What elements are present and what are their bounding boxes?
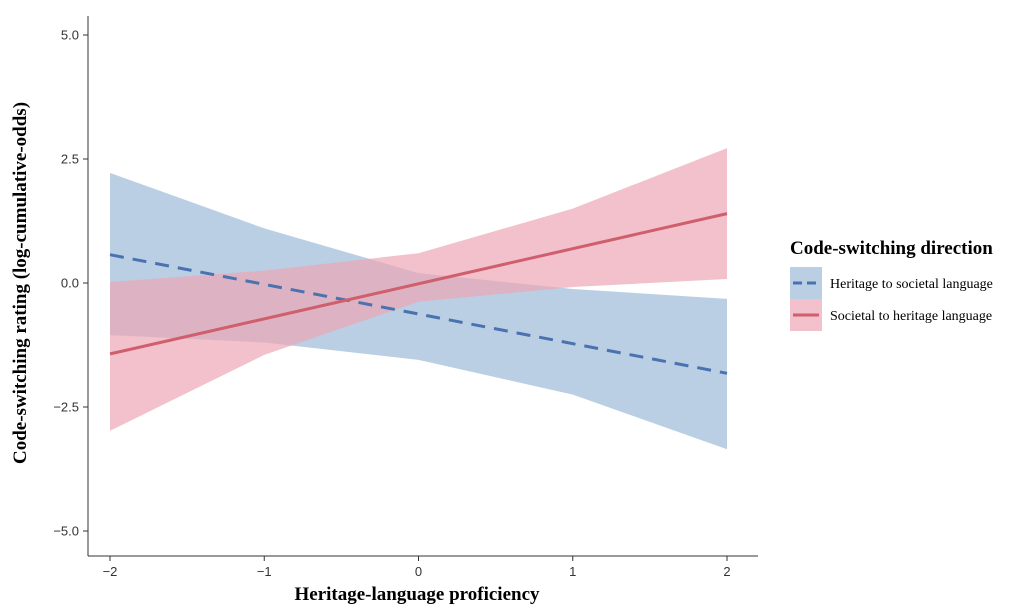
confidence-ribbons xyxy=(110,148,727,450)
legend-label: Heritage to societal language xyxy=(830,277,993,292)
y-tick-label: 2.5 xyxy=(61,152,79,167)
legend-item-1: Heritage to societal language xyxy=(790,267,993,299)
x-tick-label: −2 xyxy=(103,564,118,579)
legend-item-2: Societal to heritage language xyxy=(790,299,992,331)
series-line-1 xyxy=(109,253,728,375)
legend-title: Code-switching direction xyxy=(790,238,993,259)
x-tick-label: 1 xyxy=(569,564,576,579)
confidence-band-2 xyxy=(110,148,727,431)
y-tick-label: 5.0 xyxy=(61,28,79,43)
confidence-band-1 xyxy=(110,172,727,450)
y-tick-label: 0.0 xyxy=(61,276,79,291)
trend-lines xyxy=(109,212,728,375)
legend: Code-switching direction Heritage to soc… xyxy=(790,238,993,331)
tick-labels: −5.0 −2.5 0.0 2.5 5.0 −2 −1 0 1 2 xyxy=(53,28,730,580)
y-tick-label: −5.0 xyxy=(53,524,79,539)
y-axis-title: Code-switching rating (log-cumulative-od… xyxy=(10,102,31,464)
x-tick-label: 0 xyxy=(415,564,422,579)
series-line-2 xyxy=(109,212,728,356)
axes xyxy=(83,16,758,561)
x-tick-label: 2 xyxy=(723,564,730,579)
x-tick-label: −1 xyxy=(257,564,272,579)
legend-label: Societal to heritage language xyxy=(830,309,992,324)
y-tick-label: −2.5 xyxy=(53,400,79,415)
x-axis-title: Heritage-language proficiency xyxy=(294,584,540,605)
